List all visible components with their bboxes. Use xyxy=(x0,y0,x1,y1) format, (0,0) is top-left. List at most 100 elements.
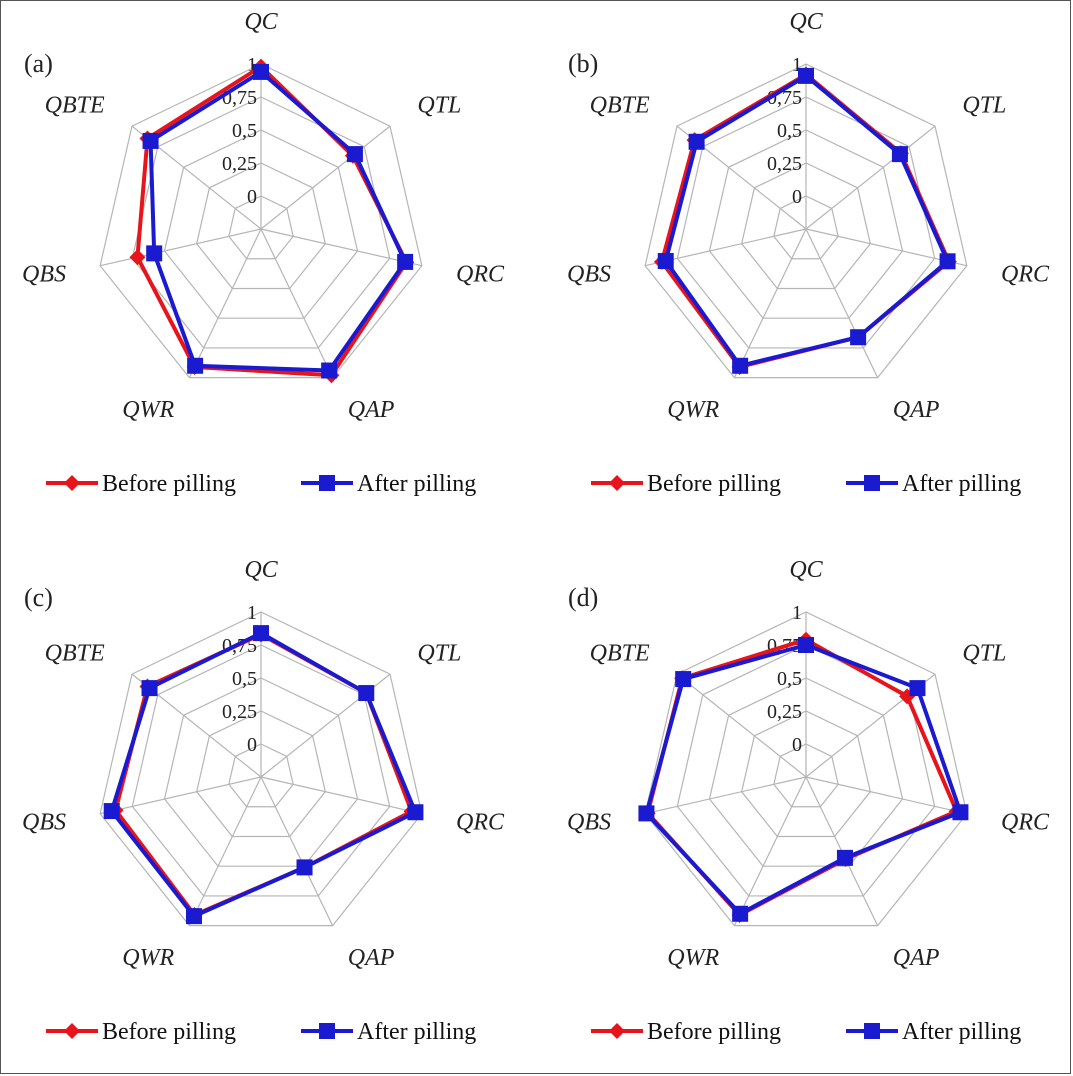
grid-spoke xyxy=(100,776,262,815)
legend-marker-diamond xyxy=(609,1023,625,1039)
grid-spoke xyxy=(676,673,807,778)
data-point-after xyxy=(346,146,363,163)
data-point-after xyxy=(397,253,414,270)
grid-spoke xyxy=(260,228,422,267)
data-point-after xyxy=(638,805,655,822)
panel-label: (b) xyxy=(568,49,598,78)
grid-ring xyxy=(99,63,423,379)
legend-label: After pilling xyxy=(902,1019,1021,1045)
axis-label-qc: QC xyxy=(244,9,278,35)
data-point-after xyxy=(909,680,926,697)
tick-label: 1 xyxy=(792,54,802,76)
axis-label-qrc: QRC xyxy=(1001,810,1050,836)
axis-label-qtl: QTL xyxy=(962,92,1006,118)
axis-label-qap: QAP xyxy=(348,945,395,971)
grid-ring xyxy=(163,129,359,319)
grid-ring xyxy=(644,63,968,379)
data-point-after xyxy=(688,133,705,150)
legend-marker-diamond xyxy=(64,475,80,491)
grid-spoke xyxy=(260,228,334,378)
grid-spoke xyxy=(733,228,807,378)
axis-label-qrc: QRC xyxy=(456,262,505,288)
grid-spoke xyxy=(188,776,262,926)
series-line-after xyxy=(109,631,418,919)
legend-label: Before pilling xyxy=(102,471,236,497)
grid-ring xyxy=(644,611,968,927)
axis-label-qc: QC xyxy=(789,557,823,583)
axis-label-qtl: QTL xyxy=(962,640,1006,666)
grid-ring xyxy=(228,195,294,260)
axis-label-qbs: QBS xyxy=(22,262,66,288)
axis-label-qap: QAP xyxy=(893,397,940,423)
series-line-after xyxy=(148,69,408,373)
radar-chart-panel: (c)00,250,50,751QCQTLQRCQAPQWRQBSQBTEBef… xyxy=(22,557,505,1045)
legend-label: Before pilling xyxy=(647,1019,781,1045)
legend-marker-square xyxy=(864,1023,880,1039)
axis-label-qwr: QWR xyxy=(667,397,719,423)
data-point-after xyxy=(253,625,269,642)
legend-marker-square xyxy=(864,475,880,491)
data-point-after xyxy=(891,146,908,163)
tick-label: 0,25 xyxy=(767,701,802,723)
data-point-after xyxy=(146,245,163,262)
data-point-after xyxy=(657,253,674,270)
grid-ring xyxy=(131,644,391,897)
axis-label-qrc: QRC xyxy=(1001,262,1050,288)
legend-marker-square xyxy=(319,475,335,491)
tick-label: 0,25 xyxy=(222,153,257,175)
series-line-after xyxy=(644,643,963,916)
tick-label: 0,5 xyxy=(232,668,257,690)
data-point-after xyxy=(142,132,159,149)
grid-ring xyxy=(163,677,359,867)
panel-label: (c) xyxy=(24,583,53,612)
grid-ring xyxy=(196,162,326,290)
grid-spoke xyxy=(805,776,967,815)
axis-label-qc: QC xyxy=(789,9,823,35)
series-line-after xyxy=(663,73,950,368)
grid-ring xyxy=(196,710,326,838)
grid-spoke xyxy=(733,776,807,926)
axis-label-qtl: QTL xyxy=(417,92,461,118)
data-point-after xyxy=(296,859,313,876)
axis-label-qwr: QWR xyxy=(122,397,174,423)
legend-marker-diamond xyxy=(609,475,625,491)
legend-label: After pilling xyxy=(357,471,476,497)
grid-ring xyxy=(741,162,871,290)
data-point-after xyxy=(850,329,867,346)
data-point-after xyxy=(407,804,424,821)
data-point-after xyxy=(732,357,749,374)
axis-label-qtl: QTL xyxy=(417,640,461,666)
data-point-after xyxy=(185,908,202,925)
data-point-after xyxy=(732,905,749,922)
data-point-after xyxy=(103,803,120,820)
axis-label-qap: QAP xyxy=(348,397,395,423)
tick-label: 0,5 xyxy=(777,120,802,142)
legend-marker-diamond xyxy=(64,1023,80,1039)
grid-spoke xyxy=(645,776,807,815)
data-point-after xyxy=(798,637,814,653)
data-point-after xyxy=(939,253,956,270)
grid-ring xyxy=(708,677,904,867)
grid-spoke xyxy=(805,125,936,230)
axis-label-qbs: QBS xyxy=(22,810,66,836)
tick-label: 0 xyxy=(792,186,802,208)
axis-label-qwr: QWR xyxy=(667,945,719,971)
tick-label: 1 xyxy=(247,602,257,624)
axis-label-qc: QC xyxy=(244,557,278,583)
radar-chart-panel: (d)00,250,50,751QCQTLQRCQAPQWRQBSQBTEBef… xyxy=(567,557,1050,1045)
axis-label-qbs: QBS xyxy=(567,810,611,836)
grid-ring xyxy=(708,129,904,319)
grid-spoke xyxy=(260,125,391,230)
data-point-before xyxy=(129,249,146,266)
grid-ring xyxy=(773,743,839,808)
axis-label-qbs: QBS xyxy=(567,262,611,288)
data-point-after xyxy=(321,362,338,379)
grid-spoke xyxy=(188,228,262,378)
grid-ring xyxy=(228,743,294,808)
legend-label: Before pilling xyxy=(647,471,781,497)
data-point-after xyxy=(798,67,814,84)
legend-label: After pilling xyxy=(357,1019,476,1045)
axis-label-qrc: QRC xyxy=(456,810,505,836)
grid-ring xyxy=(773,195,839,260)
axis-label-qbte: QBTE xyxy=(590,640,650,666)
